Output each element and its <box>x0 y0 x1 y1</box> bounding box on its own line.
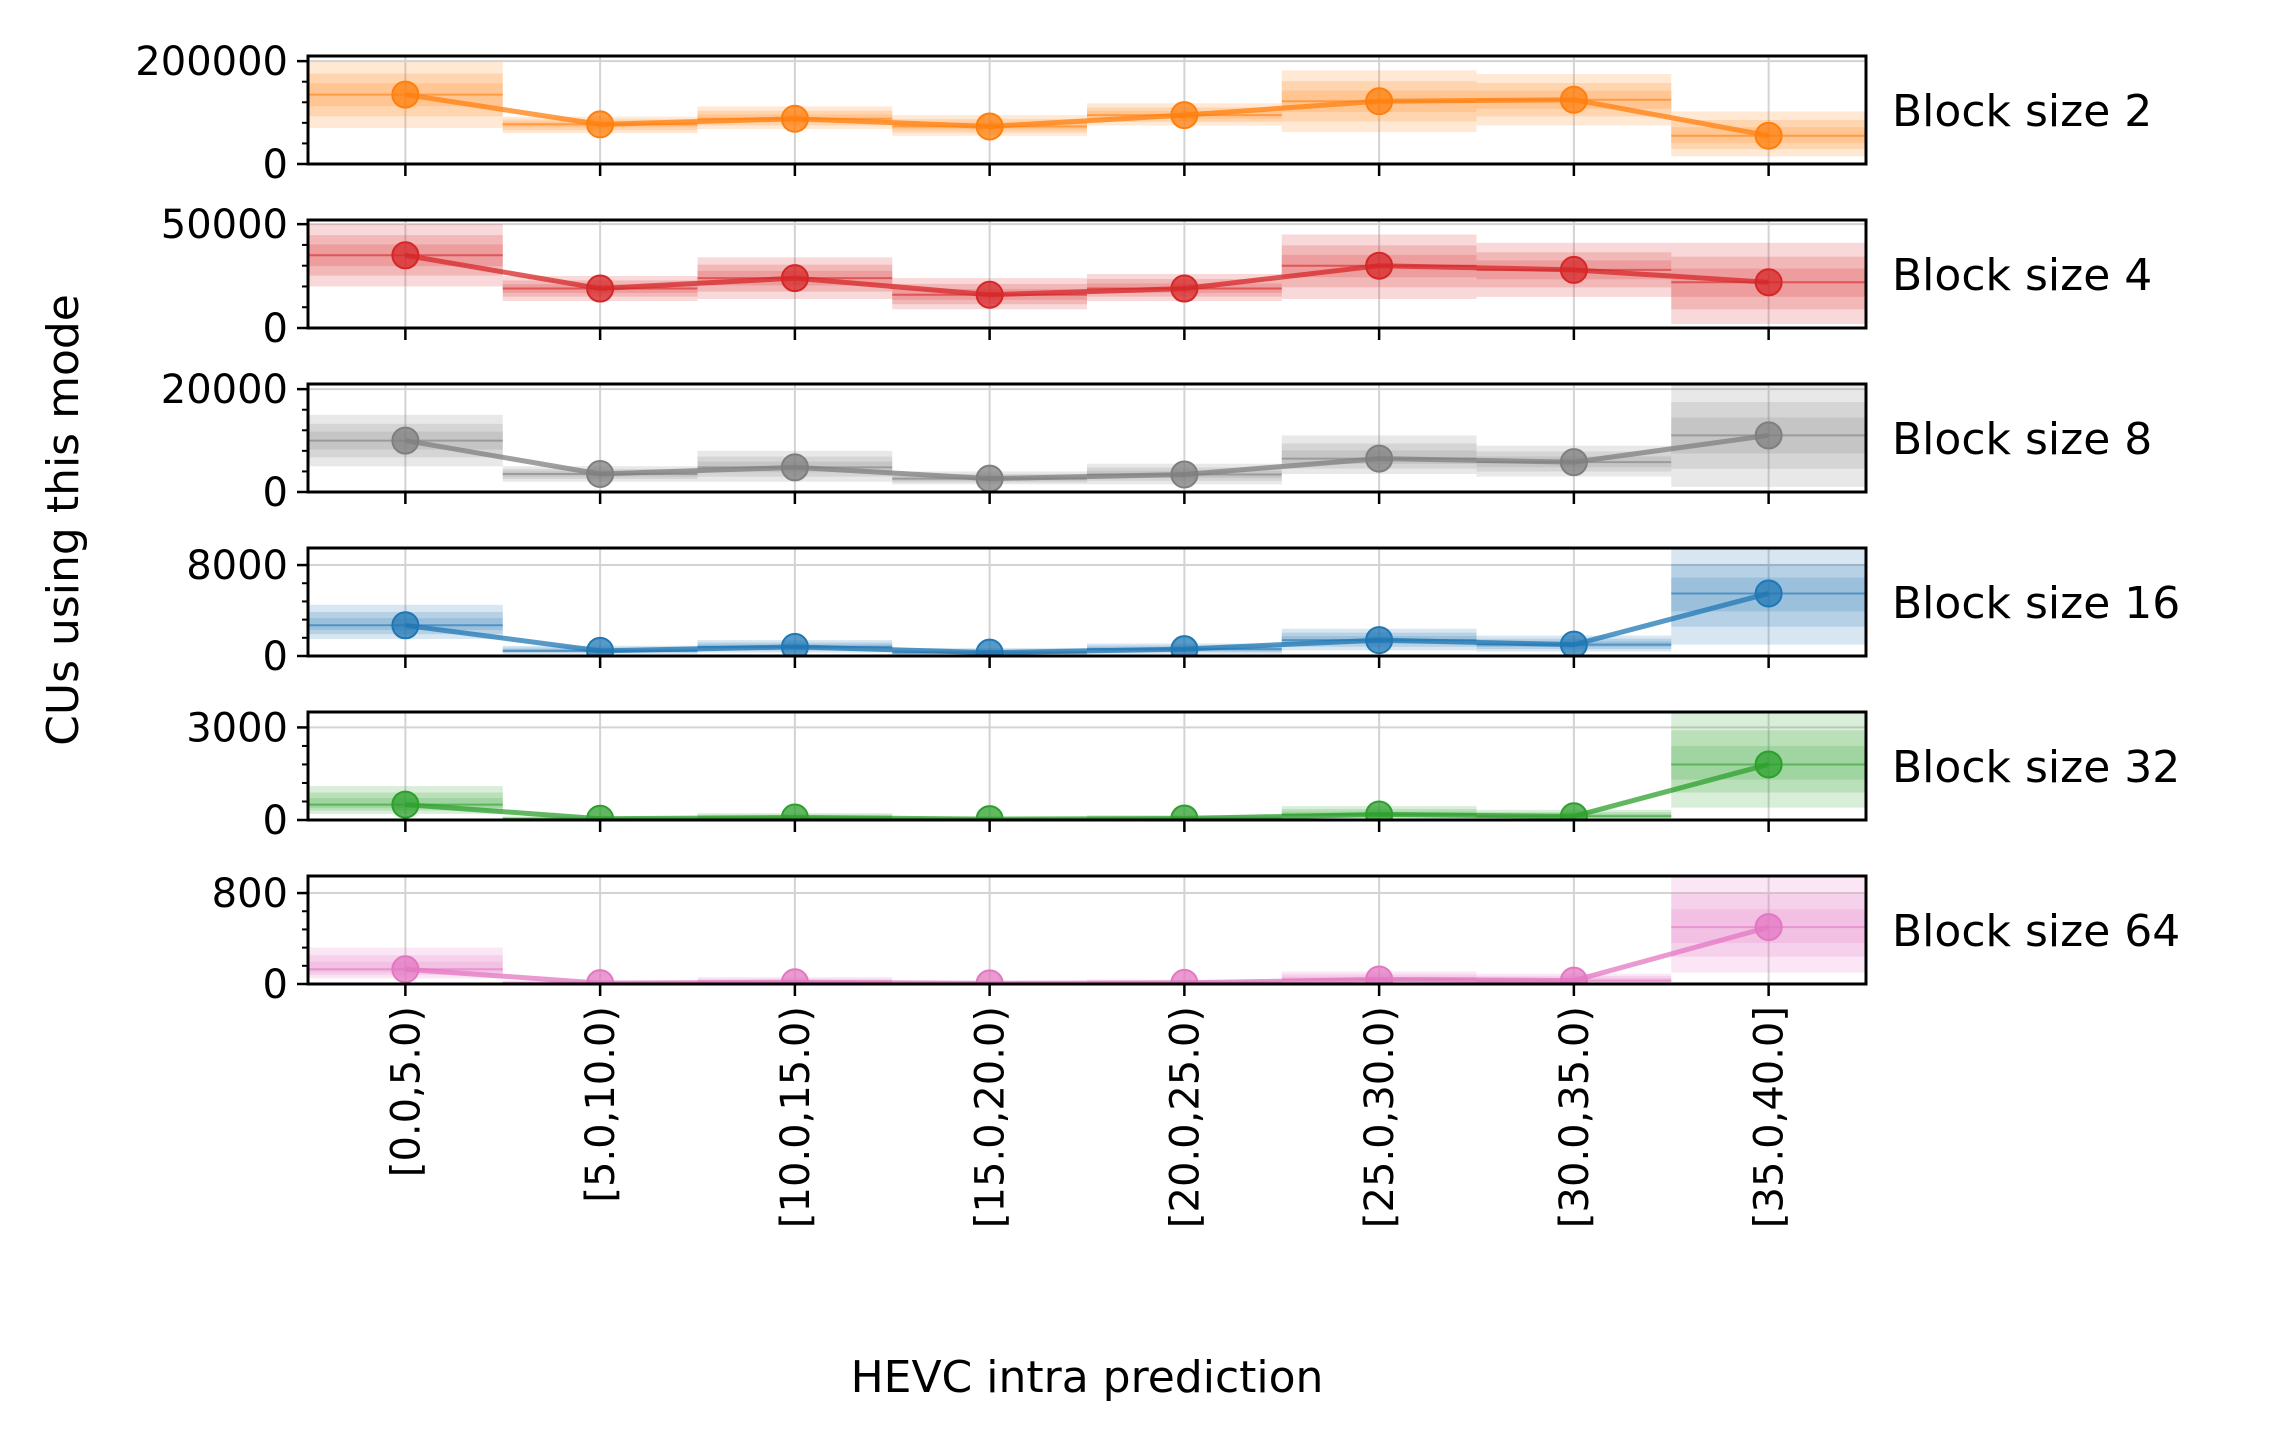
data-point <box>391 241 420 270</box>
x-tick-label: [35.0,40.0] <box>1747 1006 1793 1228</box>
data-point <box>1170 635 1199 656</box>
data-point <box>391 611 420 640</box>
data-point <box>975 112 1004 141</box>
series-line <box>404 252 1769 298</box>
panel-label: Block size 16 <box>1892 578 2180 629</box>
y-tick-label: 8000 <box>186 543 288 589</box>
x-tick-label: [15.0,20.0) <box>968 1006 1014 1228</box>
panel-6: 0 800 Block size 64 <box>212 871 2181 1008</box>
data-point <box>1559 802 1588 820</box>
band-group <box>308 224 1866 324</box>
panel-4: 0 8000 Block size 16 <box>186 543 2180 680</box>
data-point <box>1559 448 1588 477</box>
y-tick-label: 0 <box>263 306 288 352</box>
data-point <box>780 803 809 820</box>
panel-label: Block size 64 <box>1892 906 2180 957</box>
axes-frame <box>306 710 1868 822</box>
data-point <box>391 955 420 984</box>
data-point <box>586 110 615 139</box>
band-group <box>308 384 1866 492</box>
data-point <box>1559 630 1588 656</box>
data-point <box>1754 121 1783 150</box>
data-point <box>1365 87 1394 116</box>
x-tick-label: [0.0,5.0) <box>383 1006 429 1177</box>
y-tick-label: 800 <box>212 871 288 917</box>
y-axis-label: CUs using this mode <box>38 294 89 746</box>
data-point <box>1365 626 1394 655</box>
series-line <box>405 591 1770 656</box>
data-point <box>780 453 809 482</box>
data-point <box>975 638 1004 656</box>
panel-label: Block size 8 <box>1892 414 2152 465</box>
data-point <box>1365 965 1394 984</box>
band-group <box>308 876 1866 984</box>
x-tick-label: [25.0,30.0) <box>1357 1006 1403 1228</box>
panel-3: 0 20000 Block size 8 <box>161 367 2153 516</box>
y-tick-label: 20000 <box>161 367 288 413</box>
band-group <box>308 712 1866 820</box>
data-point <box>1365 444 1394 473</box>
data-point <box>586 460 615 488</box>
data-point <box>1170 460 1199 489</box>
panel-label: Block size 32 <box>1892 742 2180 793</box>
data-point <box>780 264 809 293</box>
x-tick-label: [5.0,10.0) <box>578 1006 624 1203</box>
x-tick-label: [20.0,25.0) <box>1162 1006 1208 1228</box>
axes-frame <box>306 382 1868 494</box>
data-point <box>1754 268 1783 297</box>
data-point <box>1170 101 1199 130</box>
data-point <box>1754 421 1783 450</box>
data-point <box>1170 274 1199 303</box>
y-tick-label: 3000 <box>186 705 288 751</box>
y-tick-label: 0 <box>263 634 288 680</box>
x-tick-label: [30.0,35.0) <box>1552 1006 1598 1228</box>
series-line <box>404 92 1770 139</box>
data-point <box>391 790 420 819</box>
data-point <box>1365 800 1394 820</box>
data-point <box>780 632 809 656</box>
data-point <box>391 426 420 455</box>
panel-5: 0 3000 Block size 32 <box>186 705 2180 844</box>
data-point <box>1365 251 1394 280</box>
band-group <box>308 548 1866 656</box>
x-tick-label: [10.0,15.0) <box>773 1006 819 1228</box>
data-point <box>1754 913 1783 942</box>
x-axis-label: HEVC intra prediction <box>851 1352 1324 1403</box>
data-point <box>1170 804 1199 820</box>
band-group <box>308 62 1866 157</box>
data-point <box>780 104 809 133</box>
data-point <box>1559 85 1588 114</box>
y-tick-label: 0 <box>263 142 288 188</box>
data-point <box>1559 255 1588 284</box>
panel-label: Block size 4 <box>1892 250 2152 301</box>
axes-frame <box>306 54 1868 166</box>
data-point <box>975 464 1004 492</box>
data-point <box>1559 966 1588 984</box>
data-point <box>1754 750 1783 779</box>
data-point <box>391 80 420 109</box>
y-tick-label: 50000 <box>161 202 288 248</box>
panel-label: Block size 2 <box>1892 86 2152 137</box>
y-tick-label: 0 <box>263 962 288 1008</box>
y-tick-label: 0 <box>263 798 288 844</box>
data-point <box>586 636 615 656</box>
panel-1: 0 200000 Block size 2 <box>135 39 2152 188</box>
data-point <box>780 968 809 984</box>
data-point <box>586 274 615 303</box>
data-point <box>975 280 1004 309</box>
y-tick-label: 200000 <box>135 39 288 85</box>
axes-frame <box>306 218 1868 330</box>
y-tick-label: 0 <box>263 470 288 516</box>
data-point <box>1754 579 1783 608</box>
panel-2: 0 50000 Block size 4 <box>161 202 2153 352</box>
series-line <box>404 432 1769 482</box>
